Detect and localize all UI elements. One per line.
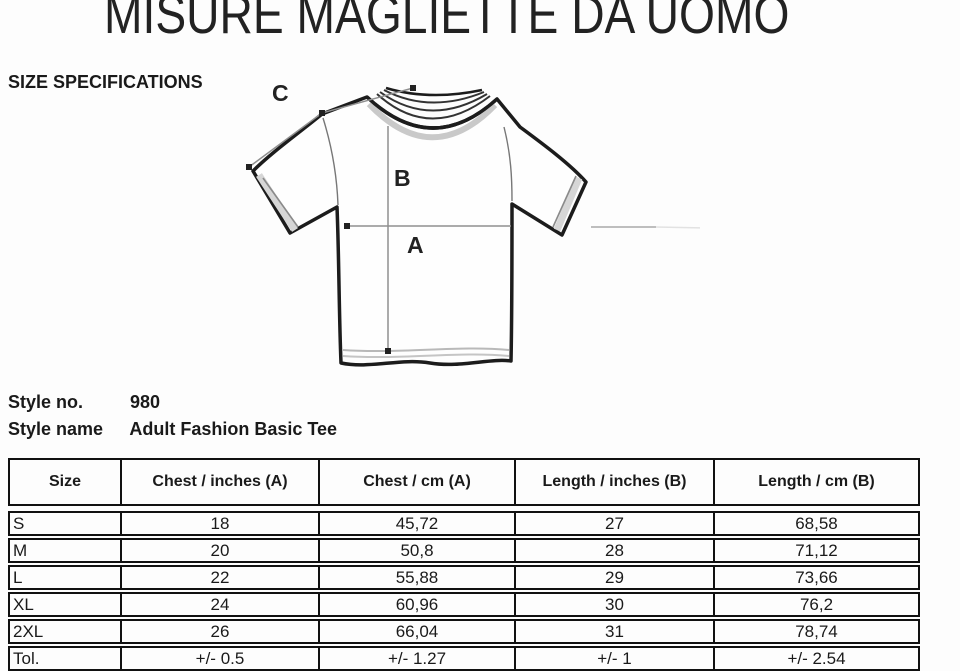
value-cell: 45,72 <box>318 513 514 534</box>
value-cell: 20 <box>120 540 318 561</box>
style-no-value: 980 <box>130 392 161 412</box>
value-cell: 18 <box>120 513 318 534</box>
col-header-length-cm: Length / cm (B) <box>713 460 918 504</box>
collar-rib-line-3 <box>383 89 485 104</box>
right-cuff-rib-shading <box>553 176 583 232</box>
style-info: Style no. 980 Style name Adult Fashion B… <box>8 389 337 443</box>
value-cell: 50,8 <box>318 540 514 561</box>
value-cell: 60,96 <box>318 594 514 615</box>
table-row-s: S 18 45,72 27 68,58 <box>8 511 920 536</box>
dot-shoulder-point <box>319 110 325 116</box>
size-cell: 2XL <box>13 621 44 641</box>
value-cell: +/- 2.54 <box>713 648 918 669</box>
size-cell: L <box>13 567 23 587</box>
value-cell: 55,88 <box>318 567 514 588</box>
label-length-b: B <box>394 165 411 191</box>
page-title: MISURE MAGLIETTE DA UOMO <box>104 0 790 45</box>
collar-back-neck-line <box>385 86 483 97</box>
value-cell: +/- 1 <box>514 648 713 669</box>
collar-outer-line <box>365 95 499 130</box>
col-header-chest-cm: Chest / cm (A) <box>318 460 514 504</box>
style-no-label: Style no. <box>8 392 84 412</box>
right-armhole-seam <box>503 126 513 202</box>
tshirt-outline <box>251 95 588 367</box>
table-row-xl: XL 24 60,96 30 76,2 <box>8 592 920 617</box>
style-name-value: Adult Fashion Basic Tee <box>129 419 338 439</box>
table-row-tolerance: Tol. +/- 0.5 +/- 1.27 +/- 1 +/- 2.54 <box>8 646 920 671</box>
hem-rib-line-1 <box>342 347 510 353</box>
value-cell: 24 <box>120 594 318 615</box>
size-cell: M <box>13 540 28 560</box>
size-cell: S <box>13 513 25 533</box>
dot-chest-left <box>344 223 350 229</box>
value-cell: 78,74 <box>713 621 918 642</box>
collar-shading <box>366 101 498 141</box>
size-table: Size Chest / inches (A) Chest / cm (A) L… <box>8 458 920 671</box>
value-cell: 76,2 <box>713 594 918 615</box>
label-sleeve-c: C <box>272 80 289 106</box>
table-row-2xl: 2XL 26 66,04 31 78,74 <box>8 619 920 644</box>
value-cell: 28 <box>514 540 713 561</box>
left-cuff-rib-shading <box>256 173 298 232</box>
value-cell: 26 <box>120 621 318 642</box>
size-cell: XL <box>13 594 34 614</box>
value-cell: 66,04 <box>318 621 514 642</box>
value-cell: 22 <box>120 567 318 588</box>
size-specifications-heading: SIZE SPECIFICATIONS <box>8 72 203 92</box>
table-row-m: M 20 50,8 28 71,12 <box>8 538 920 563</box>
size-cell: Tol. <box>13 648 40 668</box>
value-cell: 31 <box>514 621 713 642</box>
collar-rib-line-2 <box>379 91 488 112</box>
style-name-row: Style name Adult Fashion Basic Tee <box>8 416 337 443</box>
style-no-row: Style no. 980 <box>8 389 337 416</box>
table-row-l: L 22 55,88 29 73,66 <box>8 565 920 590</box>
size-table-header: Size Chest / inches (A) Chest / cm (A) L… <box>8 458 920 506</box>
tshirt-measurement-diagram: C B A <box>246 80 700 367</box>
value-cell: 68,58 <box>713 513 918 534</box>
dot-sleeve-end <box>246 164 252 170</box>
style-name-label: Style name <box>8 419 104 439</box>
value-cell: 30 <box>514 594 713 615</box>
dot-neck-top <box>410 85 416 91</box>
value-cell: 71,12 <box>713 540 918 561</box>
value-cell: +/- 1.27 <box>318 648 514 669</box>
left-cuff-rib-line <box>262 177 299 228</box>
col-header-length-inches: Length / inches (B) <box>514 460 713 504</box>
value-cell: 29 <box>514 567 713 588</box>
chest-line-faint-extension <box>655 226 700 229</box>
left-armhole-seam <box>322 117 339 206</box>
col-header-chest-inches: Chest / inches (A) <box>120 460 318 504</box>
value-cell: 73,66 <box>713 567 918 588</box>
label-chest-a: A <box>407 232 424 258</box>
collar-rib-line-1 <box>376 93 491 120</box>
value-cell: 27 <box>514 513 713 534</box>
col-header-size: Size <box>48 473 81 490</box>
value-cell: +/- 0.5 <box>120 648 318 669</box>
dot-hem-bottom <box>385 348 391 354</box>
right-cuff-rib-line <box>552 175 577 228</box>
hem-rib-line-2 <box>342 353 510 359</box>
